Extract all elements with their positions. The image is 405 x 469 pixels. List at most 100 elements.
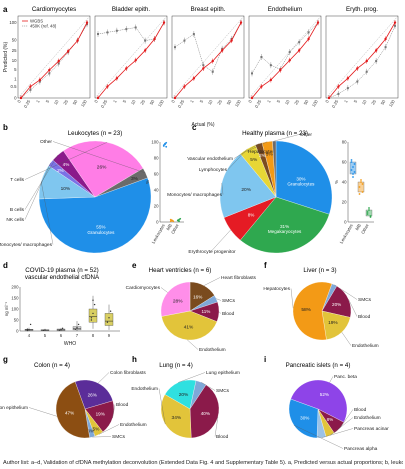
- data-point: [60, 328, 62, 331]
- tick-label-x: 25: [293, 98, 300, 105]
- pie-value-label: 26%: [88, 392, 97, 397]
- data-point-450k: [384, 46, 387, 49]
- pie-category-label: Hepatocytes: [263, 286, 290, 292]
- pie-category-label: Blood: [222, 311, 235, 317]
- leader-line: [92, 436, 112, 438]
- strip-point: [350, 169, 353, 171]
- pie-slice: [321, 285, 352, 318]
- tick-label-x: 1: [189, 98, 195, 103]
- data-point: [90, 319, 93, 321]
- axis-label-y-b: %: [145, 180, 150, 184]
- series-line-450k: [251, 22, 319, 74]
- tick-label-y: 100: [9, 20, 17, 25]
- data-point-wgbs: [220, 49, 224, 52]
- strip-point: [360, 181, 362, 183]
- leader-line: [158, 388, 166, 425]
- data-point-wgbs: [239, 21, 243, 24]
- leader-line: [330, 417, 354, 436]
- strip-point: [353, 163, 356, 165]
- leader-line: [221, 183, 224, 195]
- tick-label-y: 1: [14, 77, 17, 82]
- tick-label-x: 50: [380, 98, 387, 105]
- tick-label-y: 0: [156, 220, 159, 225]
- data-point: [92, 299, 94, 301]
- data-point-wgbs: [106, 85, 109, 88]
- pie-value-label: 31% Megakaryocytes: [268, 224, 302, 234]
- data-point-450k: [365, 70, 368, 73]
- strip-point: [361, 183, 364, 185]
- pie-slice: [292, 281, 333, 341]
- tick-label-x: 50: [72, 98, 79, 105]
- data-point-450k: [356, 80, 359, 83]
- leader-line: [41, 181, 54, 245]
- pie-value-label: 3%: [131, 176, 139, 182]
- strip-point: [165, 145, 168, 148]
- pie-slice: [160, 394, 192, 439]
- data-point-wgbs: [153, 37, 156, 41]
- tick-label-x: 10: [207, 98, 214, 105]
- tick-label-x: Other: [170, 223, 180, 235]
- data-point: [26, 329, 29, 332]
- subplot-title: Breast epith.: [191, 6, 226, 13]
- tick-label-y: 50: [14, 318, 19, 323]
- pie-value-label: 20%: [332, 302, 341, 307]
- subplot-frame: [325, 15, 399, 99]
- tick-label-x: 5: [353, 98, 359, 103]
- data-point: [92, 312, 94, 315]
- strip-point: [360, 179, 362, 181]
- leader-line: [28, 407, 57, 417]
- tick-label-y: 100: [11, 307, 19, 312]
- pie-category-label: Cardiomyocytes: [126, 285, 161, 291]
- tick-label-y: 80: [342, 140, 347, 145]
- strip-point: [171, 219, 173, 222]
- tick-label-y: 60: [342, 160, 347, 165]
- panel-letter-d: d: [3, 261, 8, 270]
- data-point: [93, 303, 96, 306]
- box: [104, 313, 114, 326]
- strip-point: [352, 166, 354, 168]
- pie-category-label: Pancreas acinar: [354, 426, 389, 432]
- tick-label-x: 5: [44, 333, 47, 338]
- tick-label-y: 150: [11, 296, 19, 301]
- chart-title-d: COVID-19 plasma (n = 52) vascular endothe…: [25, 267, 100, 281]
- pie-category-label: SMCs: [222, 298, 236, 304]
- data-point-wgbs: [230, 39, 233, 42]
- data-point: [109, 310, 112, 312]
- series-line-450k: [328, 25, 396, 99]
- tick-label-y: 25: [12, 48, 17, 53]
- data-point-450k: [298, 41, 301, 44]
- data-point-wgbs: [211, 59, 214, 63]
- tick-label-x: 0.25: [254, 98, 263, 108]
- tick-label-x: 5: [199, 98, 205, 103]
- tick-label-x: 5: [122, 98, 128, 103]
- subplot-title: Bladder epith.: [112, 6, 150, 13]
- pie-slice: [94, 168, 148, 198]
- data-point-450k: [394, 24, 396, 27]
- tick-label-x: 1: [35, 98, 41, 103]
- tick-label-x: 6: [60, 333, 63, 338]
- tick-label-x: 0.25: [331, 98, 340, 108]
- pie-category-label: Colon epithelium: [0, 405, 28, 411]
- tick-label-x: 10: [361, 98, 368, 105]
- pie-category-label: Erythrocyte progenitor: [188, 249, 236, 255]
- data-point-450k: [337, 92, 340, 95]
- tick-label-y: 100: [151, 140, 159, 145]
- data-point-450k: [202, 64, 205, 67]
- tick-label-x: Leukocytes: [339, 223, 354, 244]
- pie-value-label: 5%: [92, 426, 100, 432]
- pie-slice: [74, 379, 114, 410]
- data-point: [108, 317, 110, 319]
- tick-label-y: 0: [344, 220, 347, 225]
- series-line-wgbs: [174, 22, 242, 99]
- leader-line: [339, 409, 354, 429]
- pie-category-label: Endothelium: [354, 415, 381, 421]
- tick-label-y: 80: [154, 156, 159, 161]
- data-point-wgbs: [173, 96, 177, 100]
- series-line-wgbs: [251, 22, 319, 99]
- tick-label-x: 25: [370, 98, 377, 105]
- chart-title-g: Colon (n = 4): [34, 362, 70, 369]
- pie-category-label: T cells: [10, 177, 24, 183]
- panel-letter-g: g: [3, 355, 8, 364]
- data-point-wgbs: [76, 39, 79, 42]
- tick-label-x: 25: [62, 98, 69, 105]
